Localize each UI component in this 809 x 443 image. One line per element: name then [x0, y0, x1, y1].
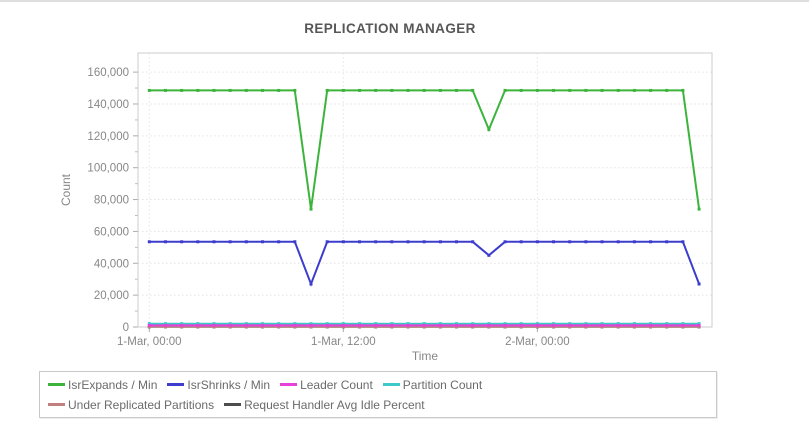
legend-item-isrshrinks-min[interactable]: IsrShrinks / Min: [167, 375, 270, 395]
chart-legend: IsrExpands / Min IsrShrinks / Min Leader C…: [39, 371, 717, 418]
legend-swatch-under-replicated-partitions: [48, 403, 65, 407]
grid: [138, 53, 712, 327]
series-line-isrexpands-min: [149, 89, 701, 210]
series-markers-leader-count: [147, 323, 701, 327]
legend-row: IsrExpands / Min IsrShrinks / Min Leader C…: [48, 375, 708, 395]
chart-title: REPLICATION MANAGER: [304, 21, 476, 36]
legend-row: Under Replicated Partitions Request Handl…: [48, 395, 708, 415]
legend-swatch-isrexpands-min: [48, 383, 65, 387]
legend-swatch-request-handler-avg-idle-percent: [224, 403, 242, 407]
y-tick-label: 140,000: [87, 99, 129, 111]
legend-item-partition-count[interactable]: Partition Count: [382, 375, 483, 395]
legend-label: IsrShrinks / Min: [187, 378, 271, 392]
x-tick-label: 2-Mar, 00:00: [505, 336, 570, 348]
legend-item-isrexpands-min[interactable]: IsrExpands / Min: [48, 375, 157, 395]
plot-border: [137, 52, 713, 328]
chart-canvas: 0 20,000 40,000 60,000 80,000 100,000 120,000 1…: [59, 52, 713, 363]
top-divider: [0, 0, 809, 2]
series-line-isrshrinks-min: [149, 240, 701, 287]
legend-label: Under Replicated Partitions: [68, 398, 215, 412]
legend-swatch-isrshrinks-min: [167, 383, 185, 387]
legend-label: Partition Count: [402, 378, 483, 392]
y-tick-label: 80,000: [94, 195, 129, 207]
y-tick-label: 20,000: [94, 290, 129, 302]
legend-swatch-partition-count: [382, 383, 400, 387]
legend-label: Leader Count: [300, 378, 373, 392]
legend-label: IsrExpands / Min: [68, 378, 158, 392]
x-axis-title: Time: [412, 349, 439, 363]
series: [147, 88, 701, 329]
series-markers-partition-count: [147, 322, 701, 326]
y-tick-label: 40,000: [94, 258, 129, 270]
x-tick-label: 1-Mar, 00:00: [117, 336, 182, 348]
y-tick-label: 160,000: [87, 67, 129, 79]
y-tick-label: 0: [123, 322, 129, 334]
x-tick-label: 1-Mar, 12:00: [311, 336, 376, 348]
y-tick-label: 60,000: [94, 226, 129, 238]
y-tick-label: 120,000: [87, 131, 129, 143]
series-markers-isrexpands-min: [147, 88, 701, 211]
legend-item-request-handler-avg-idle-percent[interactable]: Request Handler Avg Idle Percent: [224, 395, 425, 415]
y-axis-title: Count: [59, 173, 73, 206]
legend-swatch-leader-count: [280, 383, 298, 387]
legend-item-under-replicated-partitions[interactable]: Under Replicated Partitions: [48, 395, 214, 415]
axes: [133, 52, 713, 332]
y-tick-label: 100,000: [87, 163, 129, 175]
series-markers-isrshrinks-min: [147, 240, 701, 286]
legend-item-leader-count[interactable]: Leader Count: [280, 375, 373, 395]
legend-label: Request Handler Avg Idle Percent: [244, 398, 425, 412]
axis-labels: 0 20,000 40,000 60,000 80,000 100,000 120,000 1…: [59, 67, 570, 363]
